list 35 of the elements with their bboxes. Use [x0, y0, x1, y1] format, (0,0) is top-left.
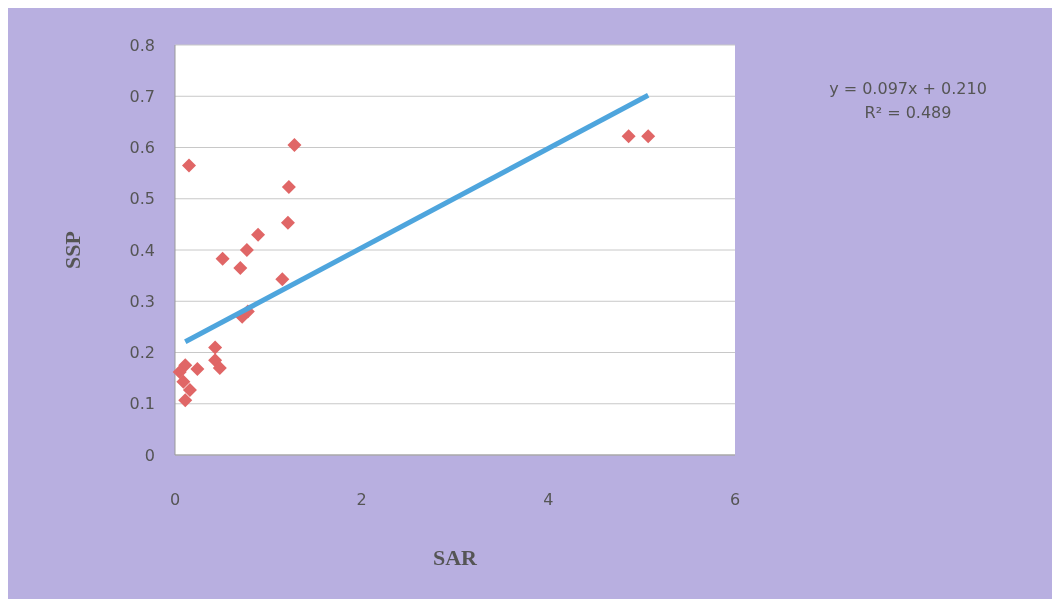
y-tick-label: 0.7: [129, 86, 155, 106]
point: [233, 260, 248, 275]
point: [212, 360, 227, 375]
text: y = 0.097x + 0.210: [829, 79, 987, 98]
point: [621, 129, 636, 144]
point: [176, 374, 191, 389]
point: [281, 179, 296, 194]
point: [182, 382, 197, 397]
point: [215, 251, 230, 266]
x-axis-title: SAR: [432, 545, 479, 570]
x-tick-label: 0: [169, 490, 181, 509]
x-tick-label: 6: [729, 490, 741, 509]
point: [190, 361, 205, 376]
point: [287, 137, 302, 152]
point: [280, 215, 295, 230]
y-tick-label: 0.8: [129, 35, 155, 55]
text: R² = 0.489: [864, 103, 952, 122]
point: [641, 129, 656, 144]
y-tick-label: 0: [144, 445, 155, 465]
point: [178, 393, 193, 408]
point: [275, 272, 290, 287]
point: [239, 243, 254, 257]
y-axis-title: SSP: [60, 231, 85, 269]
y-tick-label: 0.3: [129, 291, 155, 311]
point: [182, 158, 196, 173]
point: [208, 340, 223, 355]
y-tick-label: 0.1: [129, 394, 155, 414]
x-tick-label: 4: [543, 490, 554, 509]
y-tick-label: 0.2: [129, 343, 155, 363]
y-tick-label: 0.6: [129, 138, 155, 158]
y-tick-label: 0.5: [129, 189, 155, 209]
x-tick-label: 2: [356, 490, 367, 509]
point: [251, 227, 266, 242]
y-tick-label: 0.4: [129, 240, 155, 260]
point: [172, 364, 187, 379]
